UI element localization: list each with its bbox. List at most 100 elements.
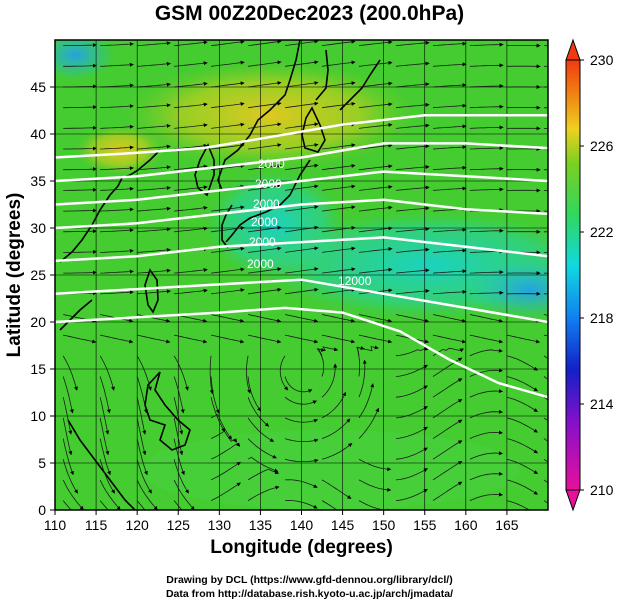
streamline	[469, 104, 504, 109]
streamline	[174, 226, 208, 233]
streamline	[211, 334, 245, 344]
streamline	[285, 458, 319, 463]
coast-taiwan	[144, 268, 159, 314]
colorbar-ticks: 210 214 218 222 226 230	[580, 52, 614, 498]
streamline	[63, 270, 97, 275]
streamline	[395, 488, 428, 501]
streamline	[211, 226, 245, 233]
colorbar-tick-label: 222	[590, 224, 614, 240]
streamline	[358, 184, 393, 191]
streamline	[246, 355, 251, 394]
streamline	[279, 355, 289, 391]
streamline	[432, 165, 467, 171]
streamline	[248, 40, 282, 46]
x-tick-label: 140	[290, 517, 314, 533]
streamline	[469, 270, 504, 275]
streamline	[173, 459, 189, 494]
streamline	[432, 334, 467, 344]
y-tick-label: 25	[30, 267, 46, 283]
streamline	[321, 101, 356, 109]
streamline	[100, 83, 134, 88]
streamline	[174, 267, 208, 274]
x-tick-label: 145	[331, 517, 355, 533]
streamline	[469, 492, 503, 501]
streamline	[211, 246, 245, 253]
streamline	[506, 500, 531, 510]
streamline	[395, 247, 430, 253]
streamline	[358, 143, 393, 150]
streamline	[395, 206, 430, 212]
streamline	[506, 458, 538, 475]
streamline	[248, 267, 282, 274]
streamline	[248, 246, 282, 253]
streamline	[99, 355, 115, 391]
coast-sakhalin	[315, 49, 329, 101]
streamline	[395, 61, 430, 67]
streamline	[395, 102, 430, 109]
streamline	[248, 314, 282, 323]
streamline	[284, 417, 318, 423]
streamline	[137, 165, 171, 171]
streamline	[358, 500, 392, 510]
streamline	[209, 355, 214, 395]
streamline	[173, 417, 184, 456]
x-tick-label: 120	[125, 517, 149, 533]
streamline	[469, 389, 503, 398]
streamline	[285, 246, 319, 253]
streamline	[321, 479, 352, 499]
streamline	[358, 81, 393, 88]
streamline	[432, 41, 467, 46]
streamline	[469, 166, 504, 171]
streamline	[506, 396, 538, 413]
streamline	[211, 81, 245, 88]
streamline	[174, 164, 208, 171]
streamline	[395, 288, 430, 295]
streamline	[137, 185, 171, 191]
streamline	[211, 122, 245, 129]
streamline	[395, 314, 430, 323]
streamline	[136, 438, 148, 476]
streamline	[506, 334, 540, 344]
streamline	[395, 364, 428, 377]
x-tick-label: 150	[372, 517, 396, 533]
x-tick-label: 110	[44, 517, 67, 533]
streamline	[321, 442, 353, 460]
streamline	[321, 391, 347, 419]
streamline	[99, 459, 116, 494]
streamline	[137, 334, 171, 344]
streamline	[211, 267, 245, 274]
streamline	[62, 479, 84, 510]
streamline	[358, 334, 393, 344]
streamline	[174, 334, 208, 344]
streamline	[137, 206, 171, 212]
streamline	[506, 479, 538, 495]
contour-label: 2000	[258, 157, 285, 171]
contour-line	[55, 142, 548, 183]
contour-line	[55, 278, 548, 324]
streamline	[358, 458, 392, 472]
streamline	[63, 334, 97, 344]
streamline	[285, 205, 319, 212]
streamline	[100, 104, 134, 109]
streamline	[62, 438, 74, 476]
y-tick-label: 20	[30, 314, 46, 330]
contour-line	[55, 198, 548, 230]
x-tick-label: 165	[495, 517, 519, 533]
streamline	[432, 289, 467, 295]
streamline	[358, 205, 393, 212]
streamline	[469, 409, 503, 419]
streamline	[137, 314, 171, 323]
streamline	[99, 376, 111, 414]
streamline	[469, 348, 503, 357]
colorbar-tick-label: 210	[590, 482, 614, 498]
streamline	[137, 268, 171, 274]
streamline	[358, 102, 393, 109]
streamline	[321, 363, 338, 398]
streamline	[321, 334, 356, 344]
streamline	[395, 268, 430, 274]
streamline	[136, 479, 158, 510]
streamline	[174, 185, 208, 191]
streamline	[137, 41, 171, 46]
colorbar-min-arrow	[565, 489, 581, 512]
streamline	[63, 229, 97, 234]
